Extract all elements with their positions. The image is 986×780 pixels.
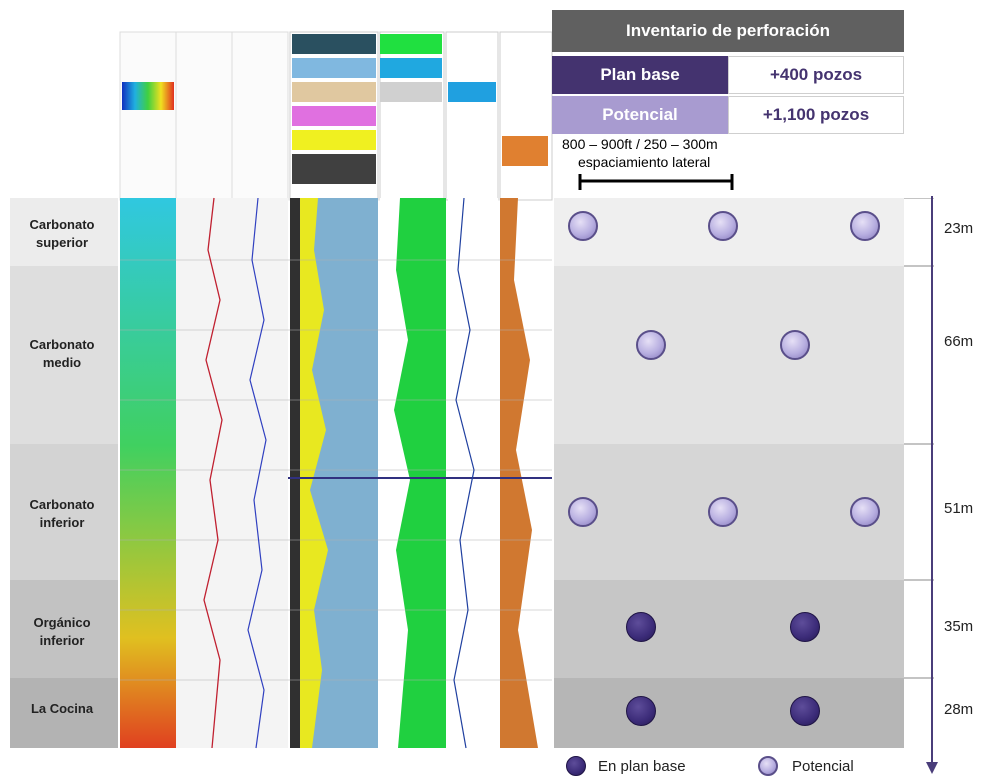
well-potential-marker (708, 497, 738, 527)
spacing-bracket-icon (578, 174, 734, 190)
legend-potential-label: Potencial (792, 758, 854, 775)
well-potential-marker (850, 211, 880, 241)
thickness-label-superior: 23m (944, 220, 974, 237)
well-log-panel (119, 31, 553, 749)
layer-band-carbonato-inferior (10, 444, 118, 580)
well-potential-marker (850, 497, 880, 527)
inventory-row-plan-base: Plan base +400 pozos (552, 56, 904, 94)
legend-base-label: En plan base (598, 758, 686, 775)
well-base-marker (790, 696, 820, 726)
thickness-label-cocina: 28m (944, 701, 974, 718)
thickness-label-inferior: 51m (944, 500, 974, 517)
inventory-table: Inventario de perforación Plan base +400… (552, 10, 904, 134)
inventory-value-potencial: +1,100 pozos (728, 96, 904, 134)
legend-base-icon (566, 756, 586, 776)
well-base-marker (790, 612, 820, 642)
well-potential-marker (568, 497, 598, 527)
well-base-marker (626, 612, 656, 642)
legend-potential-icon (758, 756, 778, 776)
well-base-marker (626, 696, 656, 726)
well-zone-cocina (554, 678, 904, 748)
layer-label-organico-inferior: Orgánico inferior (33, 615, 91, 648)
well-zone-medio (554, 266, 904, 444)
spacing-range-label: 800 – 900ft / 250 – 300m (562, 136, 718, 152)
thickness-label-organico: 35m (944, 618, 974, 635)
inventory-value-plan-base: +400 pozos (728, 56, 904, 94)
thickness-dividers (904, 198, 934, 679)
well-potential-marker (568, 211, 598, 241)
layer-label-la-cocina: La Cocina (30, 701, 94, 716)
layer-label-carbonato-superior: Carbonato superior (29, 217, 95, 250)
inventory-label-plan-base: Plan base (552, 56, 728, 94)
inventory-row-potencial: Potencial +1,100 pozos (552, 96, 904, 134)
layer-band-organico-inferior (10, 580, 118, 678)
well-potential-marker (780, 330, 810, 360)
thickness-label-medio: 66m (944, 333, 974, 350)
layer-band-carbonato-superior (10, 198, 118, 266)
inventory-title: Inventario de perforación (552, 10, 904, 52)
well-zone-organico (554, 580, 904, 678)
layer-label-carbonato-medio: Carbonato medio (29, 337, 95, 370)
layer-band-carbonato-medio (10, 266, 118, 444)
spacing-description-label: espaciamiento lateral (578, 154, 711, 170)
well-potential-marker (636, 330, 666, 360)
layer-band-la-cocina (10, 678, 118, 748)
depth-arrow-icon (926, 196, 938, 774)
inventory-label-potencial: Potencial (552, 96, 728, 134)
well-potential-marker (708, 211, 738, 241)
layer-label-carbonato-inferior: Carbonato inferior (29, 497, 95, 530)
